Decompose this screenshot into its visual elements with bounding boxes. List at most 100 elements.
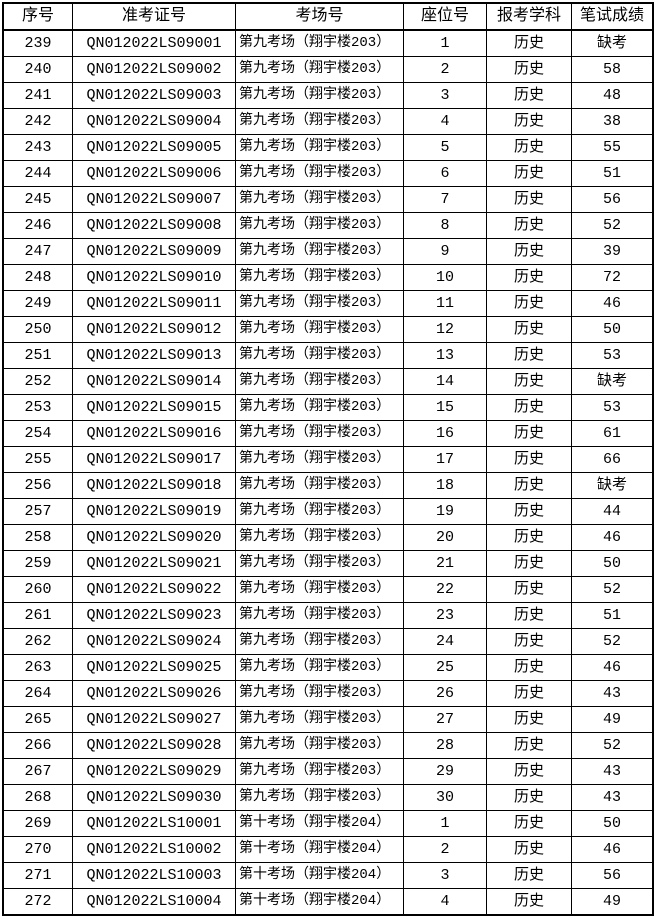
cell-subject: 历史: [486, 472, 572, 499]
table-row: 252 QN012022LS09014 第九考场（翔宇楼203） 14 历史 缺考: [2, 368, 654, 395]
cell-score: 56: [571, 862, 654, 889]
cell-score: 46: [571, 836, 654, 863]
cell-index: 270: [2, 836, 73, 863]
cell-subject: 历史: [486, 836, 572, 863]
cell-ticket: QN012022LS09003: [72, 82, 236, 109]
cell-seat: 26: [403, 680, 487, 707]
cell-ticket: QN012022LS09006: [72, 160, 236, 187]
table-row: 270 QN012022LS10002 第十考场（翔宇楼204） 2 历史 46: [2, 836, 654, 863]
table-row: 269 QN012022LS10001 第十考场（翔宇楼204） 1 历史 50: [2, 810, 654, 837]
table-row: 266 QN012022LS09028 第九考场（翔宇楼203） 28 历史 52: [2, 732, 654, 759]
cell-subject: 历史: [486, 576, 572, 603]
cell-index: 240: [2, 56, 73, 83]
cell-score: 52: [571, 732, 654, 759]
cell-score: 52: [571, 628, 654, 655]
cell-score: 46: [571, 654, 654, 681]
cell-score: 50: [571, 316, 654, 343]
cell-score: 50: [571, 810, 654, 837]
cell-subject: 历史: [486, 264, 572, 291]
cell-seat: 13: [403, 342, 487, 369]
cell-room: 第九考场（翔宇楼203）: [235, 394, 404, 421]
cell-subject: 历史: [486, 29, 572, 57]
table-row: 257 QN012022LS09019 第九考场（翔宇楼203） 19 历史 44: [2, 498, 654, 525]
cell-seat: 8: [403, 212, 487, 239]
table-row: 260 QN012022LS09022 第九考场（翔宇楼203） 22 历史 52: [2, 576, 654, 603]
cell-seat: 3: [403, 82, 487, 109]
cell-subject: 历史: [486, 368, 572, 395]
cell-index: 252: [2, 368, 73, 395]
cell-score: 72: [571, 264, 654, 291]
cell-subject: 历史: [486, 784, 572, 811]
cell-index: 244: [2, 160, 73, 187]
table-row: 251 QN012022LS09013 第九考场（翔宇楼203） 13 历史 53: [2, 342, 654, 369]
cell-ticket: QN012022LS09026: [72, 680, 236, 707]
cell-seat: 17: [403, 446, 487, 473]
cell-subject: 历史: [486, 498, 572, 525]
cell-room: 第十考场（翔宇楼204）: [235, 810, 404, 837]
table-row: 264 QN012022LS09026 第九考场（翔宇楼203） 26 历史 43: [2, 680, 654, 707]
table-row: 265 QN012022LS09027 第九考场（翔宇楼203） 27 历史 49: [2, 706, 654, 733]
cell-room: 第九考场（翔宇楼203）: [235, 186, 404, 213]
cell-seat: 1: [403, 810, 487, 837]
cell-score: 49: [571, 706, 654, 733]
cell-room: 第九考场（翔宇楼203）: [235, 576, 404, 603]
column-header-ticket: 准考证号: [72, 2, 236, 31]
table-row: 255 QN012022LS09017 第九考场（翔宇楼203） 17 历史 66: [2, 446, 654, 473]
cell-ticket: QN012022LS09001: [72, 29, 236, 57]
column-header-score: 笔试成绩: [571, 2, 654, 31]
table-row: 253 QN012022LS09015 第九考场（翔宇楼203） 15 历史 53: [2, 394, 654, 421]
cell-seat: 30: [403, 784, 487, 811]
cell-index: 263: [2, 654, 73, 681]
cell-subject: 历史: [486, 628, 572, 655]
table-row: 243 QN012022LS09005 第九考场（翔宇楼203） 5 历史 55: [2, 134, 654, 161]
cell-score: 缺考: [571, 29, 654, 57]
cell-subject: 历史: [486, 524, 572, 551]
cell-subject: 历史: [486, 56, 572, 83]
cell-room: 第九考场（翔宇楼203）: [235, 758, 404, 785]
cell-ticket: QN012022LS09030: [72, 784, 236, 811]
cell-seat: 11: [403, 290, 487, 317]
cell-subject: 历史: [486, 108, 572, 135]
cell-ticket: QN012022LS09029: [72, 758, 236, 785]
cell-room: 第九考场（翔宇楼203）: [235, 264, 404, 291]
cell-room: 第九考场（翔宇楼203）: [235, 680, 404, 707]
cell-index: 255: [2, 446, 73, 473]
table-row: 254 QN012022LS09016 第九考场（翔宇楼203） 16 历史 61: [2, 420, 654, 447]
table-row: 267 QN012022LS09029 第九考场（翔宇楼203） 29 历史 43: [2, 758, 654, 785]
cell-room: 第九考场（翔宇楼203）: [235, 160, 404, 187]
cell-subject: 历史: [486, 706, 572, 733]
cell-ticket: QN012022LS09027: [72, 706, 236, 733]
cell-subject: 历史: [486, 342, 572, 369]
cell-room: 第九考场（翔宇楼203）: [235, 212, 404, 239]
cell-ticket: QN012022LS09018: [72, 472, 236, 499]
cell-index: 249: [2, 290, 73, 317]
cell-ticket: QN012022LS09009: [72, 238, 236, 265]
cell-ticket: QN012022LS09023: [72, 602, 236, 629]
cell-seat: 19: [403, 498, 487, 525]
cell-score: 49: [571, 888, 654, 916]
cell-index: 247: [2, 238, 73, 265]
cell-seat: 20: [403, 524, 487, 551]
cell-room: 第十考场（翔宇楼204）: [235, 862, 404, 889]
cell-seat: 4: [403, 888, 487, 916]
cell-index: 256: [2, 472, 73, 499]
cell-score: 51: [571, 160, 654, 187]
cell-room: 第十考场（翔宇楼204）: [235, 836, 404, 863]
cell-ticket: QN012022LS09016: [72, 420, 236, 447]
cell-room: 第九考场（翔宇楼203）: [235, 108, 404, 135]
cell-seat: 2: [403, 56, 487, 83]
cell-seat: 3: [403, 862, 487, 889]
cell-ticket: QN012022LS09004: [72, 108, 236, 135]
cell-score: 43: [571, 758, 654, 785]
cell-subject: 历史: [486, 186, 572, 213]
cell-ticket: QN012022LS09014: [72, 368, 236, 395]
cell-ticket: QN012022LS09025: [72, 654, 236, 681]
cell-ticket: QN012022LS09005: [72, 134, 236, 161]
cell-seat: 1: [403, 29, 487, 57]
cell-score: 缺考: [571, 472, 654, 499]
cell-room: 第九考场（翔宇楼203）: [235, 368, 404, 395]
cell-index: 248: [2, 264, 73, 291]
cell-score: 缺考: [571, 368, 654, 395]
cell-index: 246: [2, 212, 73, 239]
cell-room: 第九考场（翔宇楼203）: [235, 134, 404, 161]
